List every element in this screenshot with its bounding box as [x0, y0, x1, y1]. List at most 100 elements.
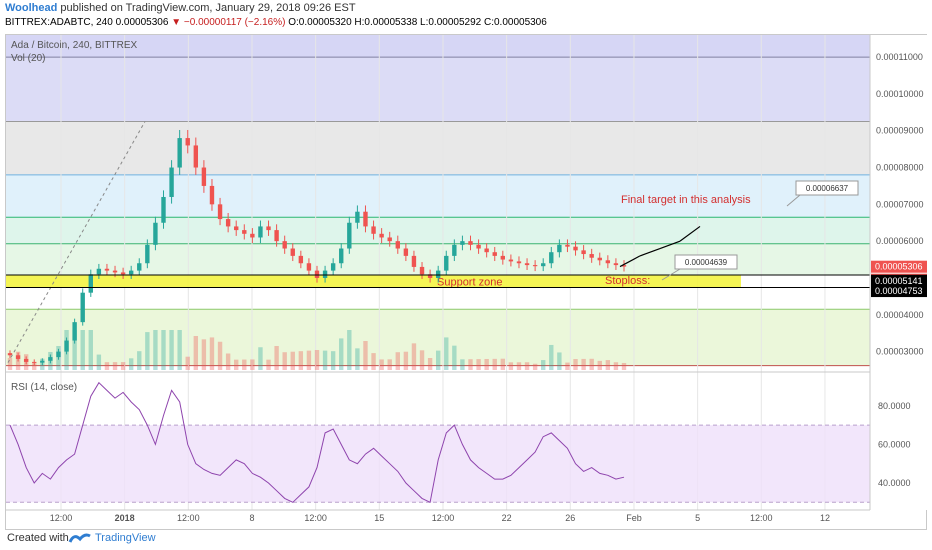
candle-body [468, 241, 473, 245]
candle-body [32, 361, 37, 363]
rsi-band [6, 425, 870, 503]
volume-bar [242, 359, 247, 370]
candle-body [524, 263, 530, 266]
tradingview-link[interactable]: TradingView [95, 532, 156, 544]
price-tick-label: 0.00009000 [876, 126, 924, 136]
candle-body [23, 358, 29, 362]
candle-body [363, 211, 368, 227]
volume-bar [274, 346, 279, 370]
time-tick-label: 2018 [115, 513, 135, 523]
volume-bar [573, 359, 578, 370]
candle-body [193, 145, 199, 168]
candle-body [621, 265, 627, 267]
volume-bar [314, 350, 320, 370]
candle-body [48, 357, 53, 361]
candle-body [250, 233, 255, 238]
candle-body [549, 252, 554, 264]
candle-body [258, 226, 263, 238]
candle-body [452, 244, 457, 256]
candle-body [605, 260, 611, 264]
volume-bar [444, 337, 449, 370]
candle-body [225, 219, 231, 227]
final-target-callout[interactable]: 0.00006637 [786, 180, 859, 207]
ohlc-values: O:0.00005320 H:0.00005338 L:0.00005292 C… [288, 17, 547, 28]
volume-bar [330, 351, 336, 370]
projection-arrow [659, 240, 681, 250]
volume-bar [371, 353, 376, 370]
volume-bar [379, 359, 384, 370]
volume-bar [524, 362, 530, 370]
volume-bar [258, 347, 263, 370]
pair-legend: Ada / Bitcoin, 240, BITTREX [11, 40, 137, 51]
price-axis: 0.00011000 0.00010000 0.00009000 0.00008000… [869, 35, 927, 510]
final-target-label: Final target in this analysis [621, 194, 751, 206]
time-tick-label: 12:00 [432, 513, 455, 523]
volume-bar [484, 358, 489, 370]
rsi-line [9, 381, 625, 504]
candle-body [403, 248, 409, 256]
support-zone-label: Support zone [437, 276, 502, 288]
footer: Created with TradingView [0, 530, 932, 550]
final-target-box [795, 180, 859, 196]
candle-body [290, 248, 295, 256]
volume-bar [72, 330, 77, 370]
volume-bar [161, 330, 166, 370]
final-target-pointer [786, 194, 801, 207]
projection-arrows [619, 225, 701, 268]
stoploss-callout[interactable]: 0.00004639 [661, 254, 738, 281]
candle-body [80, 292, 85, 323]
volume-bar [225, 353, 231, 370]
candle-body [411, 255, 417, 267]
rsi-tick-label: 40.0000 [878, 478, 911, 488]
candle-body [565, 244, 570, 247]
volume-bar [322, 350, 328, 370]
volume-bar [32, 363, 37, 370]
candle-body [435, 270, 441, 278]
rsi-pane [6, 371, 870, 504]
author-link[interactable]: Woolhead [5, 2, 58, 14]
candle-body [444, 255, 449, 271]
volume-bar [613, 362, 619, 370]
volume-bar [209, 337, 215, 370]
candle-body [387, 237, 392, 242]
volume-bar [597, 360, 602, 370]
rsi-tick-label: 80.0000 [878, 401, 911, 411]
candle-body [371, 226, 376, 234]
price-tick-label: 0.00008000 [876, 163, 924, 173]
price-tick-label: 0.00006000 [876, 236, 924, 246]
candle-body [613, 263, 619, 266]
volume-bar [234, 359, 239, 370]
volume-bar [581, 358, 586, 370]
volume-bar [468, 359, 473, 370]
volume-bar [403, 351, 409, 370]
candle-body [484, 248, 489, 253]
volume-bar [516, 362, 522, 370]
candle-body [137, 263, 142, 271]
volume-bar [153, 330, 158, 370]
candle-body [242, 230, 247, 234]
projection-arrow [679, 225, 701, 242]
projection-arrow [639, 247, 661, 257]
volume-bar [621, 362, 627, 370]
current-price-tag-bg [871, 260, 927, 273]
publisher-line: Woolhead published on TradingView.com, J… [5, 2, 356, 14]
annotations: Final target in this analysis Stoploss: … [605, 180, 859, 287]
volume-bar [339, 338, 344, 370]
candle-body [112, 270, 118, 273]
volume-bar [266, 359, 271, 370]
candle-body [589, 254, 594, 258]
time-tick-label: 22 [502, 513, 512, 523]
level-tag-upper: 0.00005141 [875, 276, 923, 286]
volume-bar [282, 352, 287, 370]
volume-bar [557, 352, 562, 370]
fib-band [6, 57, 870, 122]
candle-body [532, 265, 538, 267]
candle-body [177, 138, 182, 168]
candle-body [120, 272, 126, 275]
volume-bar [137, 351, 142, 370]
fib-band [6, 287, 870, 310]
volume-bar [355, 348, 360, 370]
volume-bar [419, 350, 425, 370]
time-tick-label: 12 [820, 513, 830, 523]
